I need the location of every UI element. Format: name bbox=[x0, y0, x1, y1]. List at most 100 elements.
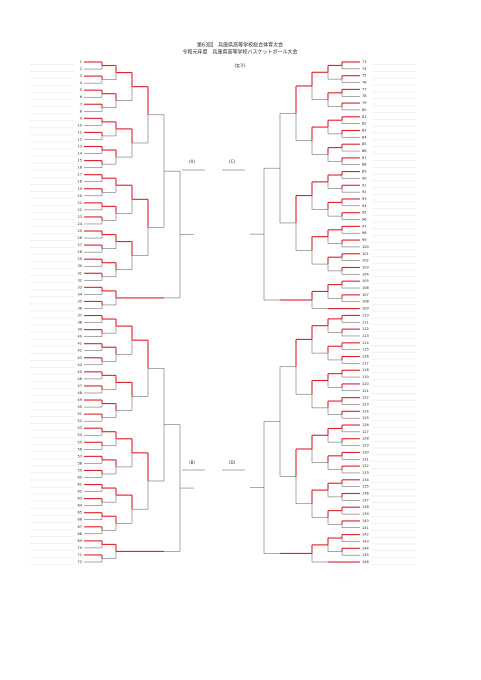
entry-number: 37 bbox=[78, 314, 82, 318]
entry-number: 28 bbox=[78, 250, 82, 254]
entry-number: 88 bbox=[362, 163, 366, 167]
entry-number: 13 bbox=[78, 145, 82, 149]
entry-number: 54 bbox=[78, 433, 83, 437]
entry-number: 130 bbox=[362, 450, 369, 454]
entry-number: 127 bbox=[362, 430, 369, 434]
entry-number: 3 bbox=[80, 74, 82, 78]
entry-number: 18 bbox=[78, 180, 82, 184]
entry-number: 115 bbox=[362, 348, 369, 352]
entry-number: 63 bbox=[78, 497, 82, 501]
entry-number: 44 bbox=[78, 363, 83, 367]
entry-number: 110 bbox=[362, 313, 369, 317]
entry-number: 14 bbox=[78, 152, 83, 156]
entry-number: 135 bbox=[362, 485, 369, 489]
entry-number: 9 bbox=[80, 116, 82, 120]
entry-number: 64 bbox=[78, 504, 83, 508]
entry-number: 59 bbox=[78, 468, 82, 472]
entry-number: 26 bbox=[78, 236, 82, 240]
entry-number: 16 bbox=[78, 166, 82, 170]
entry-number: 87 bbox=[362, 156, 366, 160]
entry-number: 46 bbox=[78, 377, 82, 381]
title: 第63回 兵庫県高等学校総合体育大会 bbox=[197, 42, 283, 49]
entry-number: 107 bbox=[362, 293, 369, 297]
entry-number: 113 bbox=[362, 334, 369, 338]
entry-number: 90 bbox=[362, 176, 366, 180]
entry-number: 131 bbox=[362, 457, 369, 461]
entry-number: 68 bbox=[78, 532, 82, 536]
entry-number: 92 bbox=[362, 190, 366, 194]
entry-number: 6 bbox=[80, 95, 82, 99]
entry-number: 100 bbox=[362, 245, 369, 249]
entry-number: 82 bbox=[362, 122, 366, 126]
entry-number: 101 bbox=[362, 252, 369, 256]
entry-number: 134 bbox=[362, 478, 369, 482]
entry-number: 140 bbox=[362, 519, 369, 523]
entry-number: 55 bbox=[78, 440, 82, 444]
entry-number: 96 bbox=[362, 218, 366, 222]
entry-number: 95 bbox=[362, 211, 366, 215]
entry-number: 20 bbox=[78, 194, 82, 198]
entry-number: 30 bbox=[78, 264, 82, 268]
entry-number: 7 bbox=[80, 102, 82, 106]
entry-number: 25 bbox=[78, 229, 82, 233]
entry-number: 132 bbox=[362, 464, 369, 468]
entry-number: 108 bbox=[362, 300, 369, 304]
entry-number: 120 bbox=[362, 382, 369, 386]
entry-number: 15 bbox=[78, 159, 82, 163]
entry-number: 1 bbox=[80, 60, 82, 64]
entry-number: 66 bbox=[78, 518, 82, 522]
entry-number: 34 bbox=[78, 292, 83, 296]
entry-number: 33 bbox=[78, 285, 82, 289]
block-label: (C) bbox=[229, 159, 235, 164]
entry-number: 143 bbox=[362, 539, 369, 543]
entry-number: 56 bbox=[78, 447, 82, 451]
entry-number: 93 bbox=[362, 197, 366, 201]
entry-number: 22 bbox=[78, 208, 82, 212]
entry-number: 137 bbox=[362, 498, 369, 502]
entry-number: 11 bbox=[78, 130, 82, 134]
entry-number: 85 bbox=[362, 142, 366, 146]
entry-number: 81 bbox=[362, 115, 366, 119]
entry-number: 41 bbox=[78, 342, 82, 346]
entry-number: 109 bbox=[362, 307, 369, 311]
entry-number: 70 bbox=[78, 546, 82, 550]
entry-number: 69 bbox=[78, 539, 82, 543]
entry-number: 142 bbox=[362, 533, 369, 537]
entry-number: 111 bbox=[362, 320, 369, 324]
entry-number: 57 bbox=[78, 454, 82, 458]
entry-number: 5 bbox=[80, 88, 82, 92]
entry-number: 50 bbox=[78, 405, 82, 409]
entry-number: 125 bbox=[362, 416, 369, 420]
entry-number: 124 bbox=[362, 409, 369, 413]
entry-number: 19 bbox=[78, 187, 82, 191]
entry-number: 121 bbox=[362, 389, 369, 393]
entry-number: 128 bbox=[362, 437, 369, 441]
entry-number: 79 bbox=[362, 101, 366, 105]
entry-number: 94 bbox=[362, 204, 367, 208]
entry-number: 84 bbox=[362, 135, 367, 139]
entry-number: 122 bbox=[362, 396, 369, 400]
entry-number: 97 bbox=[362, 224, 366, 228]
entry-number: 126 bbox=[362, 423, 369, 427]
entry-number: 141 bbox=[362, 526, 369, 530]
entry-number: 112 bbox=[362, 327, 369, 331]
entry-number: 38 bbox=[78, 321, 82, 325]
entry-number: 114 bbox=[362, 341, 369, 345]
entry-number: 139 bbox=[362, 512, 369, 516]
entry-number: 123 bbox=[362, 402, 369, 406]
entry-number: 86 bbox=[362, 149, 366, 153]
entry-number: 98 bbox=[362, 231, 366, 235]
entry-number: 8 bbox=[80, 109, 82, 113]
entry-number: 138 bbox=[362, 505, 369, 509]
block-label: (B) bbox=[189, 460, 195, 465]
entry-number: 10 bbox=[78, 123, 82, 127]
entry-number: 144 bbox=[362, 546, 369, 550]
entry-number: 99 bbox=[362, 238, 366, 242]
entry-number: 89 bbox=[362, 170, 366, 174]
entry-number: 35 bbox=[78, 299, 82, 303]
entry-number: 71 bbox=[78, 553, 82, 557]
entry-number: 75 bbox=[362, 74, 366, 78]
entry-number: 43 bbox=[78, 356, 82, 360]
block-label: (D) bbox=[229, 460, 236, 465]
